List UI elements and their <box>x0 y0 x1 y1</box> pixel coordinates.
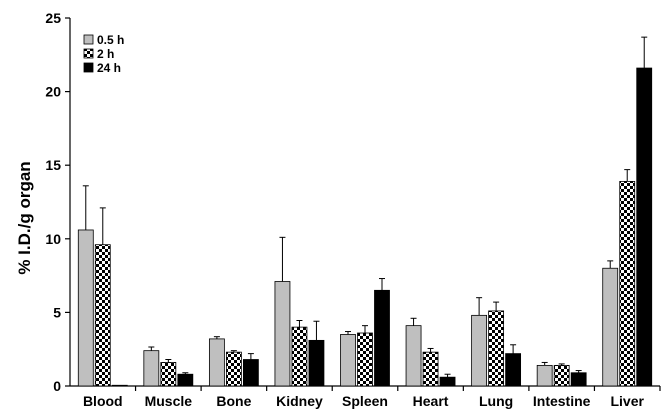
legend-swatch-2h <box>83 48 94 59</box>
y-tick-label-0: 0 <box>53 378 61 394</box>
bar-blood-2h <box>94 244 111 387</box>
legend: 0.5 h2 h24 h <box>83 33 124 75</box>
bar-intestine-24h <box>570 372 587 387</box>
bar-heart-0_5h <box>405 325 422 387</box>
bar-intestine-2h <box>553 364 570 387</box>
y-tick-label-25: 25 <box>45 10 61 26</box>
y-tick-label-15: 15 <box>45 157 61 173</box>
x-tick-label-heart: Heart <box>413 393 449 409</box>
bar-liver-2h <box>619 180 636 387</box>
legend-label-2h: 2 h <box>97 47 114 61</box>
bar-intestine-0_5h <box>536 364 553 387</box>
x-tick-label-spleen: Spleen <box>342 393 388 409</box>
bar-muscle-24h <box>177 373 194 387</box>
bar-heart-2h <box>422 351 439 387</box>
bar-spleen-2h <box>357 332 373 387</box>
bar-kidney-2h <box>291 326 308 387</box>
x-tick-label-bone: Bone <box>216 393 251 409</box>
x-tick-label-lung: Lung <box>479 393 513 409</box>
x-tick-label-intestine: Intestine <box>533 393 591 409</box>
bar-kidney-24h <box>308 339 325 387</box>
bar-lung-0_5h <box>471 314 488 387</box>
y-tick-label-10: 10 <box>45 231 61 247</box>
legend-swatch-0_5h <box>83 34 94 45</box>
y-axis-label: % I.D./g organ <box>15 161 34 274</box>
x-tick-label-muscle: Muscle <box>145 393 193 409</box>
bar-muscle-2h <box>160 362 177 387</box>
bar-lung-24h <box>505 353 522 387</box>
bars <box>77 36 653 387</box>
bar-bone-24h <box>242 359 259 387</box>
bar-spleen-0_5h <box>340 334 356 387</box>
bar-liver-24h <box>636 67 653 387</box>
x-tick-label-liver: Liver <box>610 393 644 409</box>
bar-bone-2h <box>225 351 242 387</box>
bar-kidney-0_5h <box>274 281 291 387</box>
bar-blood-24h <box>111 384 128 387</box>
axes: 0 5 10 15 20 25 Blood Muscle Bone Kidney Spleen Hea… <box>45 10 661 409</box>
bar-blood-0_5h <box>77 229 94 387</box>
x-tick-label-kidney: Kidney <box>276 393 323 409</box>
bar-lung-2h <box>488 310 505 387</box>
bar-heart-24h <box>439 376 456 387</box>
legend-swatch-24h <box>83 62 94 73</box>
legend-label-24h: 24 h <box>97 61 121 75</box>
bar-muscle-0_5h <box>143 350 160 387</box>
y-tick-label-20: 20 <box>45 84 61 100</box>
y-tick-label-5: 5 <box>53 304 61 320</box>
bar-spleen-24h <box>374 289 390 387</box>
legend-label-0_5h: 0.5 h <box>97 33 124 47</box>
x-tick-label-blood: Blood <box>83 393 123 409</box>
bar-bone-0_5h <box>208 338 225 387</box>
bar-liver-0_5h <box>602 267 619 387</box>
